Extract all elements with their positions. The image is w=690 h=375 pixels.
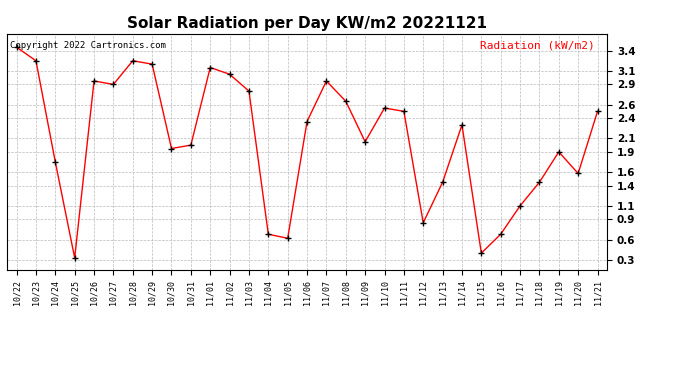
Title: Solar Radiation per Day KW/m2 20221121: Solar Radiation per Day KW/m2 20221121 [127, 16, 487, 31]
Text: Copyright 2022 Cartronics.com: Copyright 2022 Cartronics.com [10, 41, 166, 50]
Text: Radiation (kW/m2): Radiation (kW/m2) [480, 41, 595, 51]
